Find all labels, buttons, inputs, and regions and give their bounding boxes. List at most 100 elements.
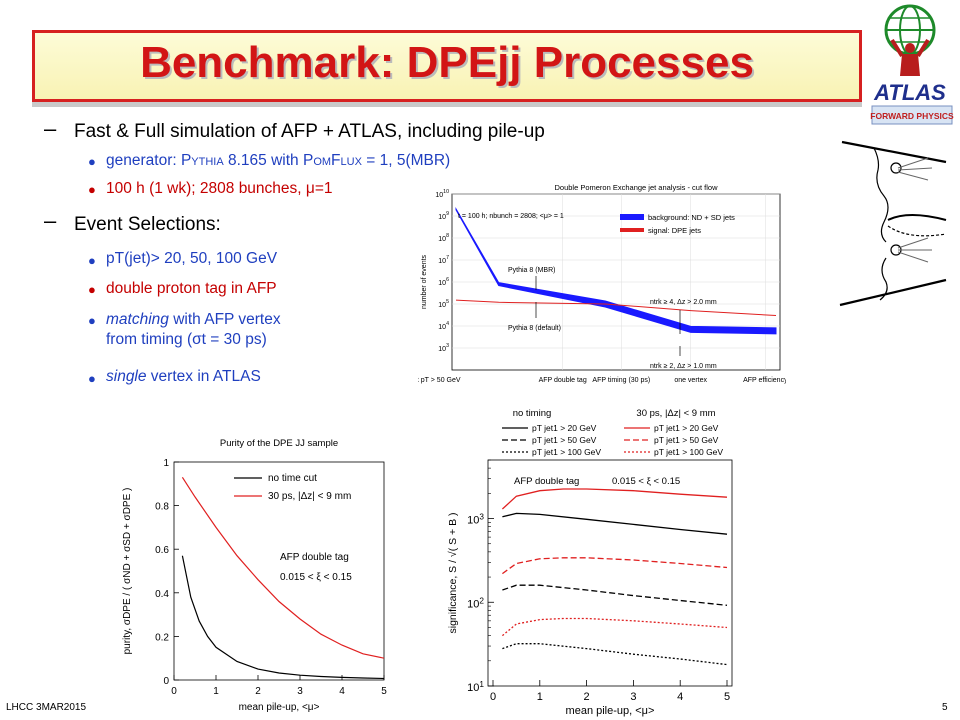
- feynman-diagram: [839, 140, 947, 307]
- legend-entry: pT jet1 > 20 GeV: [654, 423, 719, 433]
- x-tick-label: 3: [630, 691, 636, 703]
- bullet-item-1: Fast & Full simulation of AFP + ATLAS, i…: [74, 121, 545, 142]
- y-tick-label: 102: [467, 596, 484, 610]
- x-tick-label: 3: [297, 686, 303, 697]
- x-tick-label: 0: [490, 691, 496, 703]
- x-axis-label: mean pile-up, <μ>: [239, 702, 320, 712]
- annotation: t = 100 h; nbunch = 2808; <μ> = 1: [458, 213, 564, 220]
- y-axis-label: significance, S / √( S + B ): [447, 512, 459, 633]
- chart-title: Purity of the DPE JJ sample: [220, 438, 338, 449]
- title-banner: [32, 30, 862, 102]
- annotation: Pythia 8 (MBR): [508, 267, 555, 274]
- annotation: Pythia 8 (default): [508, 325, 561, 332]
- series-line-timing: [181, 476, 385, 659]
- x-tick-label: AFP efficiency: [743, 377, 786, 384]
- legend-entry: pT jet1 > 50 GeV: [532, 435, 597, 445]
- bullet-sub-2a: pT(jet)> 20, 50, 100 GeV: [106, 250, 278, 267]
- series-line-1: [502, 584, 728, 606]
- annotation: AFP double tag: [514, 476, 579, 487]
- annotation: 0.015 < ξ < 0.15: [612, 476, 680, 487]
- legend-swatch: [620, 214, 644, 220]
- x-tick-label: AFP double tag: [539, 377, 587, 384]
- bullet-dot-icon: ●: [88, 154, 96, 169]
- purity-chart: Purity of the DPE JJ sample 0 0.2 0.4 0.6 0.8…: [122, 438, 387, 712]
- cutflow-chart: Double Pomeron Exchange jet analysis - c…: [418, 180, 786, 398]
- series-line-4: [502, 557, 728, 575]
- bullet-dot-icon: ●: [88, 313, 96, 328]
- y-tick-label: 1010: [435, 189, 449, 199]
- legend-title: 30 ps, |Δz| < 9 mm: [636, 408, 715, 419]
- annotation: 0.015 < ξ < 0.15: [280, 572, 352, 583]
- annotation: ntrk ≥ 2, Δz > 1.0 mm: [650, 363, 717, 370]
- y-tick-label: 106: [438, 277, 449, 287]
- chart-title: Double Pomeron Exchange jet analysis - c…: [554, 183, 718, 192]
- bullet-item-2: Event Selections:: [74, 214, 221, 235]
- y-tick-label: 108: [438, 233, 449, 243]
- series-line-5: [501, 617, 728, 637]
- x-tick-label: 1: [537, 691, 543, 703]
- x-tick-label: one vertex: [674, 377, 707, 384]
- legend-title: no timing: [513, 408, 552, 419]
- legend-entry: signal: DPE jets: [648, 226, 701, 235]
- dash-marker: –: [44, 116, 57, 141]
- y-tick-label: 104: [438, 321, 449, 331]
- x-tick-label: 1: [213, 686, 219, 697]
- x-tick-label: 0: [171, 686, 177, 697]
- bullet-sub-2d: single vertex in ATLAS: [106, 368, 261, 385]
- legend-entry: pT jet1 > 100 GeV: [532, 447, 601, 457]
- y-tick-label: 105: [438, 299, 449, 309]
- y-tick-label: 0.4: [155, 589, 169, 600]
- bullet-sub-1a: generator: Pythia 8.165 with PomFlux = 1…: [106, 152, 451, 169]
- legend-entry: pT jet1 > 50 GeV: [654, 435, 719, 445]
- legend-entry: no time cut: [268, 473, 317, 484]
- atlas-logo: ATLAS FORWARD PHYSICS: [870, 4, 954, 125]
- series-line-2: [502, 643, 728, 666]
- bullet-dot-icon: ●: [88, 282, 96, 297]
- y-tick-label: 0.6: [155, 545, 169, 556]
- series-line-no-time-cut: [181, 555, 385, 680]
- page-number: 5: [942, 702, 948, 713]
- legend-swatch: [620, 228, 644, 232]
- x-axis-label: mean pile-up, <μ>: [566, 705, 655, 717]
- x-tick-label: jet pT > 50 GeV: [418, 377, 461, 384]
- y-tick-label: 109: [438, 211, 449, 221]
- series-line-background: [455, 207, 777, 335]
- x-tick-label: AFP timing (30 ps): [592, 377, 650, 384]
- x-tick-label: 2: [584, 691, 590, 703]
- y-axis-label: number of events: [421, 254, 428, 309]
- series-line-3: [501, 488, 728, 510]
- chart-background: [418, 180, 786, 398]
- y-tick-label: 0.2: [155, 632, 169, 643]
- bullet-dot-icon: ●: [88, 253, 96, 268]
- y-tick-label: 1: [163, 458, 169, 469]
- significance-chart: 101 102 103 0 1 2 3 4 5 mean pile-up, <μ> signific…: [447, 408, 733, 717]
- y-axis-label: purity, σDPE / ( σND + σSD + σDPE ): [122, 488, 133, 655]
- plot-frame: [173, 461, 385, 681]
- logo-subtext: FORWARD PHYSICS: [870, 111, 954, 121]
- y-tick-label: 103: [438, 343, 449, 353]
- legend-entry: 30 ps, |Δz| < 9 mm: [268, 491, 351, 502]
- y-tick-label: 103: [467, 513, 484, 527]
- bullet-sub-2c: matching with AFP vertex from timing (σt…: [106, 311, 281, 348]
- annotation: ntrk ≥ 4, Δz > 2.0 mm: [650, 299, 717, 306]
- series-line-0: [502, 512, 728, 535]
- y-tick-label: 101: [467, 680, 484, 694]
- bullet-sub-1b: 100 h (1 wk); 2808 bunches, μ=1: [106, 180, 333, 197]
- logo-text: ATLAS: [873, 80, 946, 105]
- bullet-dot-icon: ●: [88, 371, 96, 386]
- x-tick-label: 5: [381, 686, 387, 697]
- plot-frame: [487, 459, 733, 687]
- y-tick-label: 0: [163, 676, 169, 687]
- legend-entry: background: ND + SD jets: [648, 213, 735, 222]
- x-tick-label: 2: [255, 686, 261, 697]
- footer-text: LHCC 3MAR2015: [6, 702, 87, 713]
- y-tick-label: 0.8: [155, 502, 169, 513]
- bullet-dot-icon: ●: [88, 182, 96, 197]
- y-tick-label: 107: [438, 255, 449, 265]
- x-tick-label: 4: [339, 686, 345, 697]
- x-tick-label: 5: [724, 691, 730, 703]
- dash-marker: –: [44, 208, 57, 233]
- x-tick-label: 4: [677, 691, 683, 703]
- legend-entry: pT jet1 > 20 GeV: [532, 423, 597, 433]
- slide-title: Benchmark: DPEjj Processes: [140, 38, 754, 87]
